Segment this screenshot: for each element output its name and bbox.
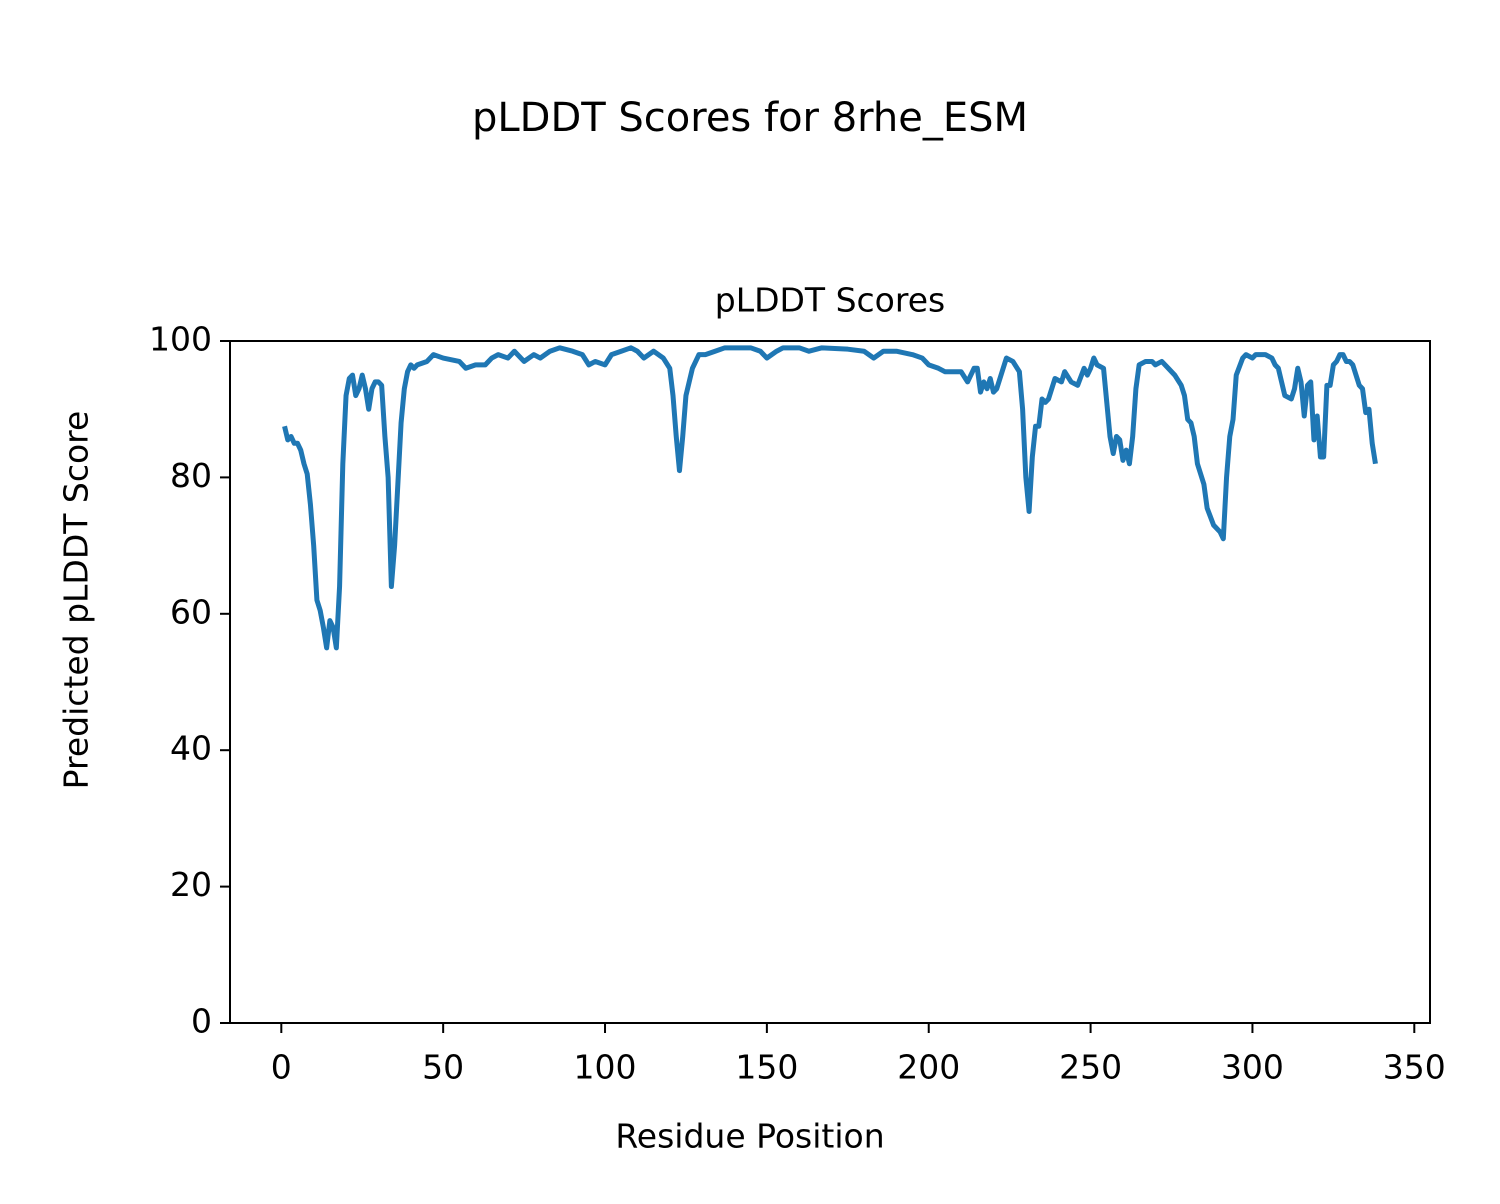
chart-title: pLDDT Scores [715,281,945,320]
y-tick-label: 100 [149,320,212,359]
x-axis-label: Residue Position [615,1117,884,1156]
x-tick-label: 150 [735,1048,798,1087]
x-tick-label: 250 [1059,1048,1122,1087]
x-tick-label: 350 [1383,1048,1446,1087]
x-tick-label: 50 [422,1048,464,1087]
y-tick-label: 60 [170,592,212,631]
y-tick-label: 40 [170,729,212,768]
data-line [282,345,1378,651]
x-tick-label: 200 [897,1048,960,1087]
y-axis-label: Predicted pLDDT Score [57,411,96,790]
x-tick-label: 300 [1221,1048,1284,1087]
suptitle: pLDDT Scores for 8rhe_ESM [472,95,1028,141]
plot-frame [229,340,1431,1024]
x-tick-label: 0 [271,1048,292,1087]
x-tick-label: 100 [574,1048,637,1087]
y-tick-label: 20 [170,865,212,904]
y-tick-label: 0 [191,1002,212,1041]
y-tick-label: 80 [170,456,212,495]
